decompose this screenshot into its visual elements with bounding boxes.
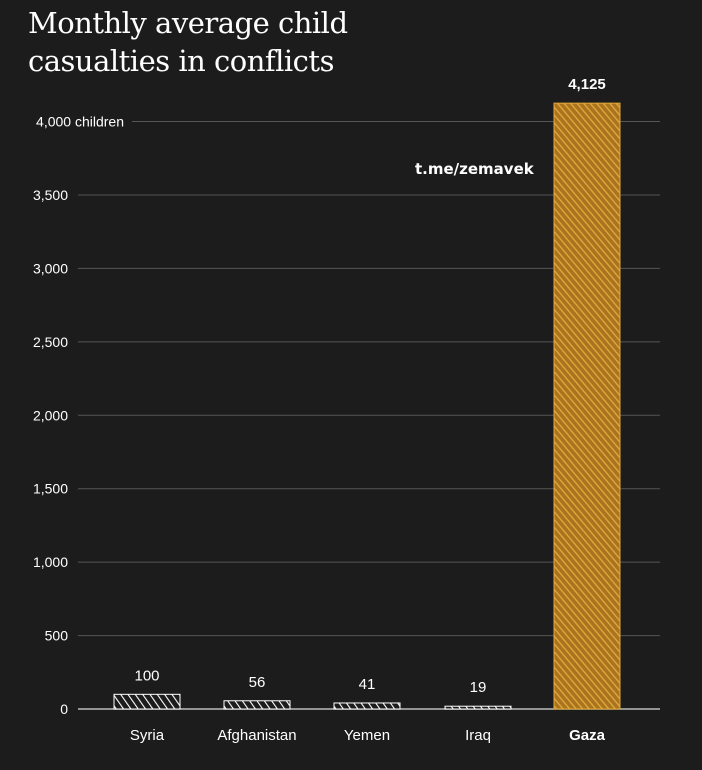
- bar-yemen: [333, 702, 401, 710]
- y-tick-label: 500: [45, 628, 69, 644]
- y-tick-label: 3,500: [33, 187, 68, 203]
- y-tick-label: 4,000 children: [36, 114, 124, 130]
- chart-title: Monthly average child casualties in conf…: [28, 6, 348, 78]
- value-label-yemen: 41: [359, 676, 376, 693]
- category-label-afghanistan: Afghanistan: [217, 727, 296, 744]
- watermark: t.me/zemavek: [415, 160, 534, 178]
- value-label-syria: 100: [134, 667, 159, 684]
- y-tick-label: 1,000: [33, 554, 68, 570]
- category-label-gaza: Gaza: [569, 727, 606, 744]
- y-tick-label: 3,000: [33, 260, 68, 276]
- value-label-afghanistan: 56: [249, 674, 266, 691]
- y-tick-label: 2,500: [33, 334, 68, 350]
- y-tick-label: 0: [60, 701, 68, 717]
- bar-syria: [113, 693, 181, 710]
- bar-iraq: [444, 705, 512, 710]
- y-tick-label: 1,500: [33, 481, 68, 497]
- value-label-iraq: 19: [470, 679, 487, 696]
- value-label-gaza: 4,125: [568, 76, 606, 93]
- category-label-iraq: Iraq: [465, 727, 491, 744]
- bar-afghanistan: [223, 700, 291, 710]
- y-tick-label: 2,000: [33, 407, 68, 423]
- category-label-syria: Syria: [130, 727, 165, 744]
- bar-gaza: [553, 102, 621, 710]
- category-label-yemen: Yemen: [344, 727, 390, 744]
